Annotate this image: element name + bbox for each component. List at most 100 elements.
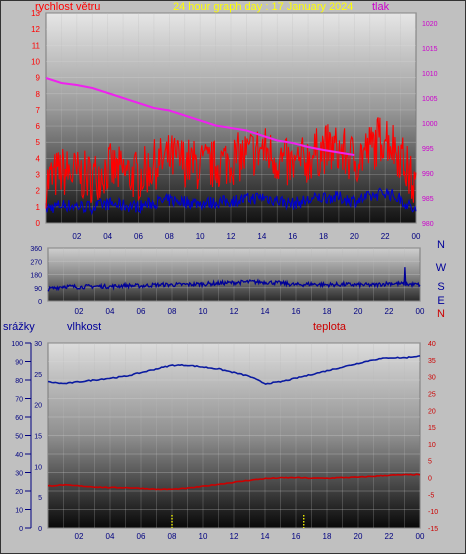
rain-ytick-0: 0	[19, 526, 23, 533]
wind-direction-line	[47, 267, 421, 292]
humidity-ytick-0: 0	[38, 526, 42, 533]
wind-xtick-10: 10	[196, 232, 205, 241]
direction-ytick-0: 0	[38, 299, 42, 306]
temp-ytick-5: 5	[428, 459, 432, 466]
pressure-ytick-1020: 1020	[422, 21, 438, 28]
wind-xtick-22: 22	[381, 232, 390, 241]
temp-ytick-35: 35	[428, 358, 436, 365]
pressure-ytick-985: 985	[422, 196, 434, 203]
direction-xtick-00: 00	[416, 307, 425, 316]
wind-xtick-08: 08	[165, 232, 174, 241]
rain-ytick-30: 30	[15, 471, 23, 478]
graph-title: 24 hour graph day : 17 January 2024	[173, 1, 354, 13]
wind-ytick-6: 6	[36, 122, 41, 131]
humidity-ytick-25: 25	[34, 372, 42, 379]
compass-label-N-4: N	[437, 308, 445, 320]
humidity-ytick-20: 20	[34, 403, 42, 410]
climate-xtick-10: 10	[199, 532, 208, 541]
climate-xtick-00: 00	[416, 532, 425, 541]
temp-ytick--15: -15	[428, 526, 438, 533]
direction-ytick-360: 360	[30, 246, 42, 253]
direction-xtick-20: 20	[354, 307, 363, 316]
temp-ytick-40: 40	[428, 341, 436, 348]
wind-xtick-16: 16	[288, 232, 297, 241]
wind-speed-label: rychlost větru	[35, 1, 101, 13]
humidity-ytick-10: 10	[34, 464, 42, 471]
climate-plot-area-border	[47, 342, 421, 529]
direction-xtick-18: 18	[323, 307, 332, 316]
pressure-ytick-1000: 1000	[422, 121, 438, 128]
wind-ytick-9: 9	[36, 74, 41, 83]
pressure-ytick-1015: 1015	[422, 46, 438, 53]
direction-ytick-180: 180	[30, 273, 42, 280]
rain-ytick-70: 70	[15, 397, 23, 404]
temp-ytick-15: 15	[428, 425, 436, 432]
pressure-line	[45, 77, 355, 156]
rain-ytick-60: 60	[15, 415, 23, 422]
wind-xtick-20: 20	[350, 232, 359, 241]
pressure-ytick-1005: 1005	[422, 96, 438, 103]
temp-ytick-25: 25	[428, 391, 436, 398]
temp-ytick--5: -5	[428, 492, 434, 499]
wind-xtick-14: 14	[257, 232, 266, 241]
temperature-label: teplota	[313, 321, 347, 333]
climate-xtick-02: 02	[75, 532, 84, 541]
wind-xtick-18: 18	[319, 232, 328, 241]
humidity-ytick-5: 5	[38, 495, 42, 502]
direction-xtick-10: 10	[199, 307, 208, 316]
temp-ytick-0: 0	[428, 476, 432, 483]
climate-xtick-04: 04	[106, 532, 115, 541]
wind-base-line	[45, 187, 417, 216]
humidity-ytick-30: 30	[34, 341, 42, 348]
wind-ytick-5: 5	[36, 138, 41, 147]
wind-ytick-2: 2	[36, 187, 41, 196]
direction-xtick-12: 12	[230, 307, 239, 316]
wind-xtick-04: 04	[103, 232, 112, 241]
rain-ytick-40: 40	[15, 452, 23, 459]
direction-xtick-14: 14	[261, 307, 270, 316]
temp-ytick-10: 10	[428, 442, 436, 449]
pressure-ytick-1010: 1010	[422, 71, 438, 78]
humidity-ytick-15: 15	[34, 434, 42, 441]
climate-xtick-08: 08	[168, 532, 177, 541]
rain-ytick-80: 80	[15, 378, 23, 385]
wind-ytick-11: 11	[32, 41, 41, 50]
wind-xtick-12: 12	[227, 232, 236, 241]
pressure-label: tlak	[372, 1, 390, 13]
direction-xtick-02: 02	[75, 307, 84, 316]
humidity-line	[47, 355, 421, 385]
rain-ytick-20: 20	[15, 489, 23, 496]
direction-plot-area	[48, 248, 420, 301]
temp-ytick-20: 20	[428, 408, 436, 415]
direction-ytick-270: 270	[30, 259, 42, 266]
climate-xtick-12: 12	[230, 532, 239, 541]
pressure-ytick-990: 990	[422, 171, 434, 178]
direction-xtick-16: 16	[292, 307, 301, 316]
pressure-ytick-980: 980	[422, 221, 434, 228]
rain-ytick-90: 90	[15, 360, 23, 367]
climate-plot-area	[48, 343, 420, 528]
wind-ytick-10: 10	[31, 57, 40, 66]
wind-ytick-12: 12	[31, 25, 40, 34]
wind-ytick-7: 7	[36, 106, 41, 115]
humidity-label: vlhkost	[67, 321, 102, 333]
climate-xtick-22: 22	[385, 532, 394, 541]
compass-label-N-0: N	[437, 239, 445, 251]
direction-xtick-06: 06	[137, 307, 146, 316]
direction-xtick-08: 08	[168, 307, 177, 316]
temperature-line	[47, 473, 421, 491]
wind-ytick-0: 0	[36, 219, 41, 228]
climate-xtick-20: 20	[354, 532, 363, 541]
wind-ytick-3: 3	[36, 171, 41, 180]
direction-plot-area-border	[47, 247, 421, 302]
climate-xtick-14: 14	[261, 532, 270, 541]
wind-ytick-8: 8	[36, 90, 41, 99]
temp-ytick-30: 30	[428, 375, 436, 382]
wind-plot-area-border	[45, 12, 417, 224]
direction-ytick-90: 90	[34, 286, 42, 293]
rain-label: srážky	[3, 321, 35, 333]
wind-ytick-1: 1	[36, 203, 41, 212]
climate-xtick-06: 06	[137, 532, 146, 541]
